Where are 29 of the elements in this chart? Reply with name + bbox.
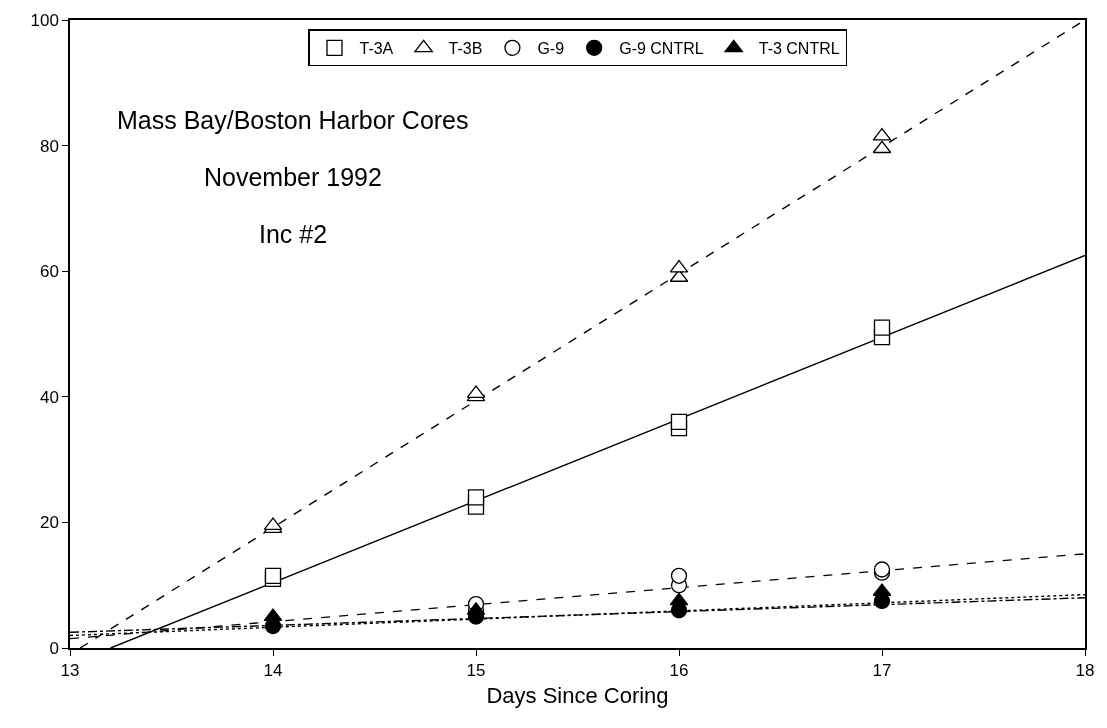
y-tick-label: 60 (39, 262, 59, 282)
point (669, 259, 689, 273)
point (670, 413, 688, 431)
legend-label: T-3A (359, 40, 394, 58)
x-tick-label: 13 (60, 661, 80, 681)
y-tick-label: 0 (49, 638, 59, 658)
point (872, 140, 892, 154)
y-tick-label: 40 (39, 387, 59, 407)
point (670, 567, 688, 584)
x-tick-label: 18 (1075, 661, 1095, 681)
x-axis-title: Days Since Coring (486, 682, 669, 708)
legend-label: G-9 (537, 40, 565, 58)
legend-label: G-9 CNTRL (619, 40, 704, 58)
annotation: Mass Bay/Boston Harbor Cores (117, 106, 469, 134)
y-tick-label: 20 (39, 513, 59, 533)
annotation: November 1992 (204, 163, 382, 191)
x-tick-label: 17 (872, 661, 892, 681)
annotation: Inc #2 (259, 220, 328, 248)
point (873, 319, 891, 336)
legend-label: T-3B (448, 40, 483, 58)
x-tick-label: 14 (263, 661, 283, 681)
point (264, 567, 282, 584)
x-tick-label: 16 (669, 661, 689, 681)
y-tick-label: 100 (30, 10, 59, 30)
y-tick-label: 80 (39, 136, 59, 156)
legend-label: T-3 CNTRL (758, 40, 840, 58)
point (467, 489, 485, 506)
point (669, 592, 689, 606)
x-tick-label: 15 (466, 661, 486, 681)
